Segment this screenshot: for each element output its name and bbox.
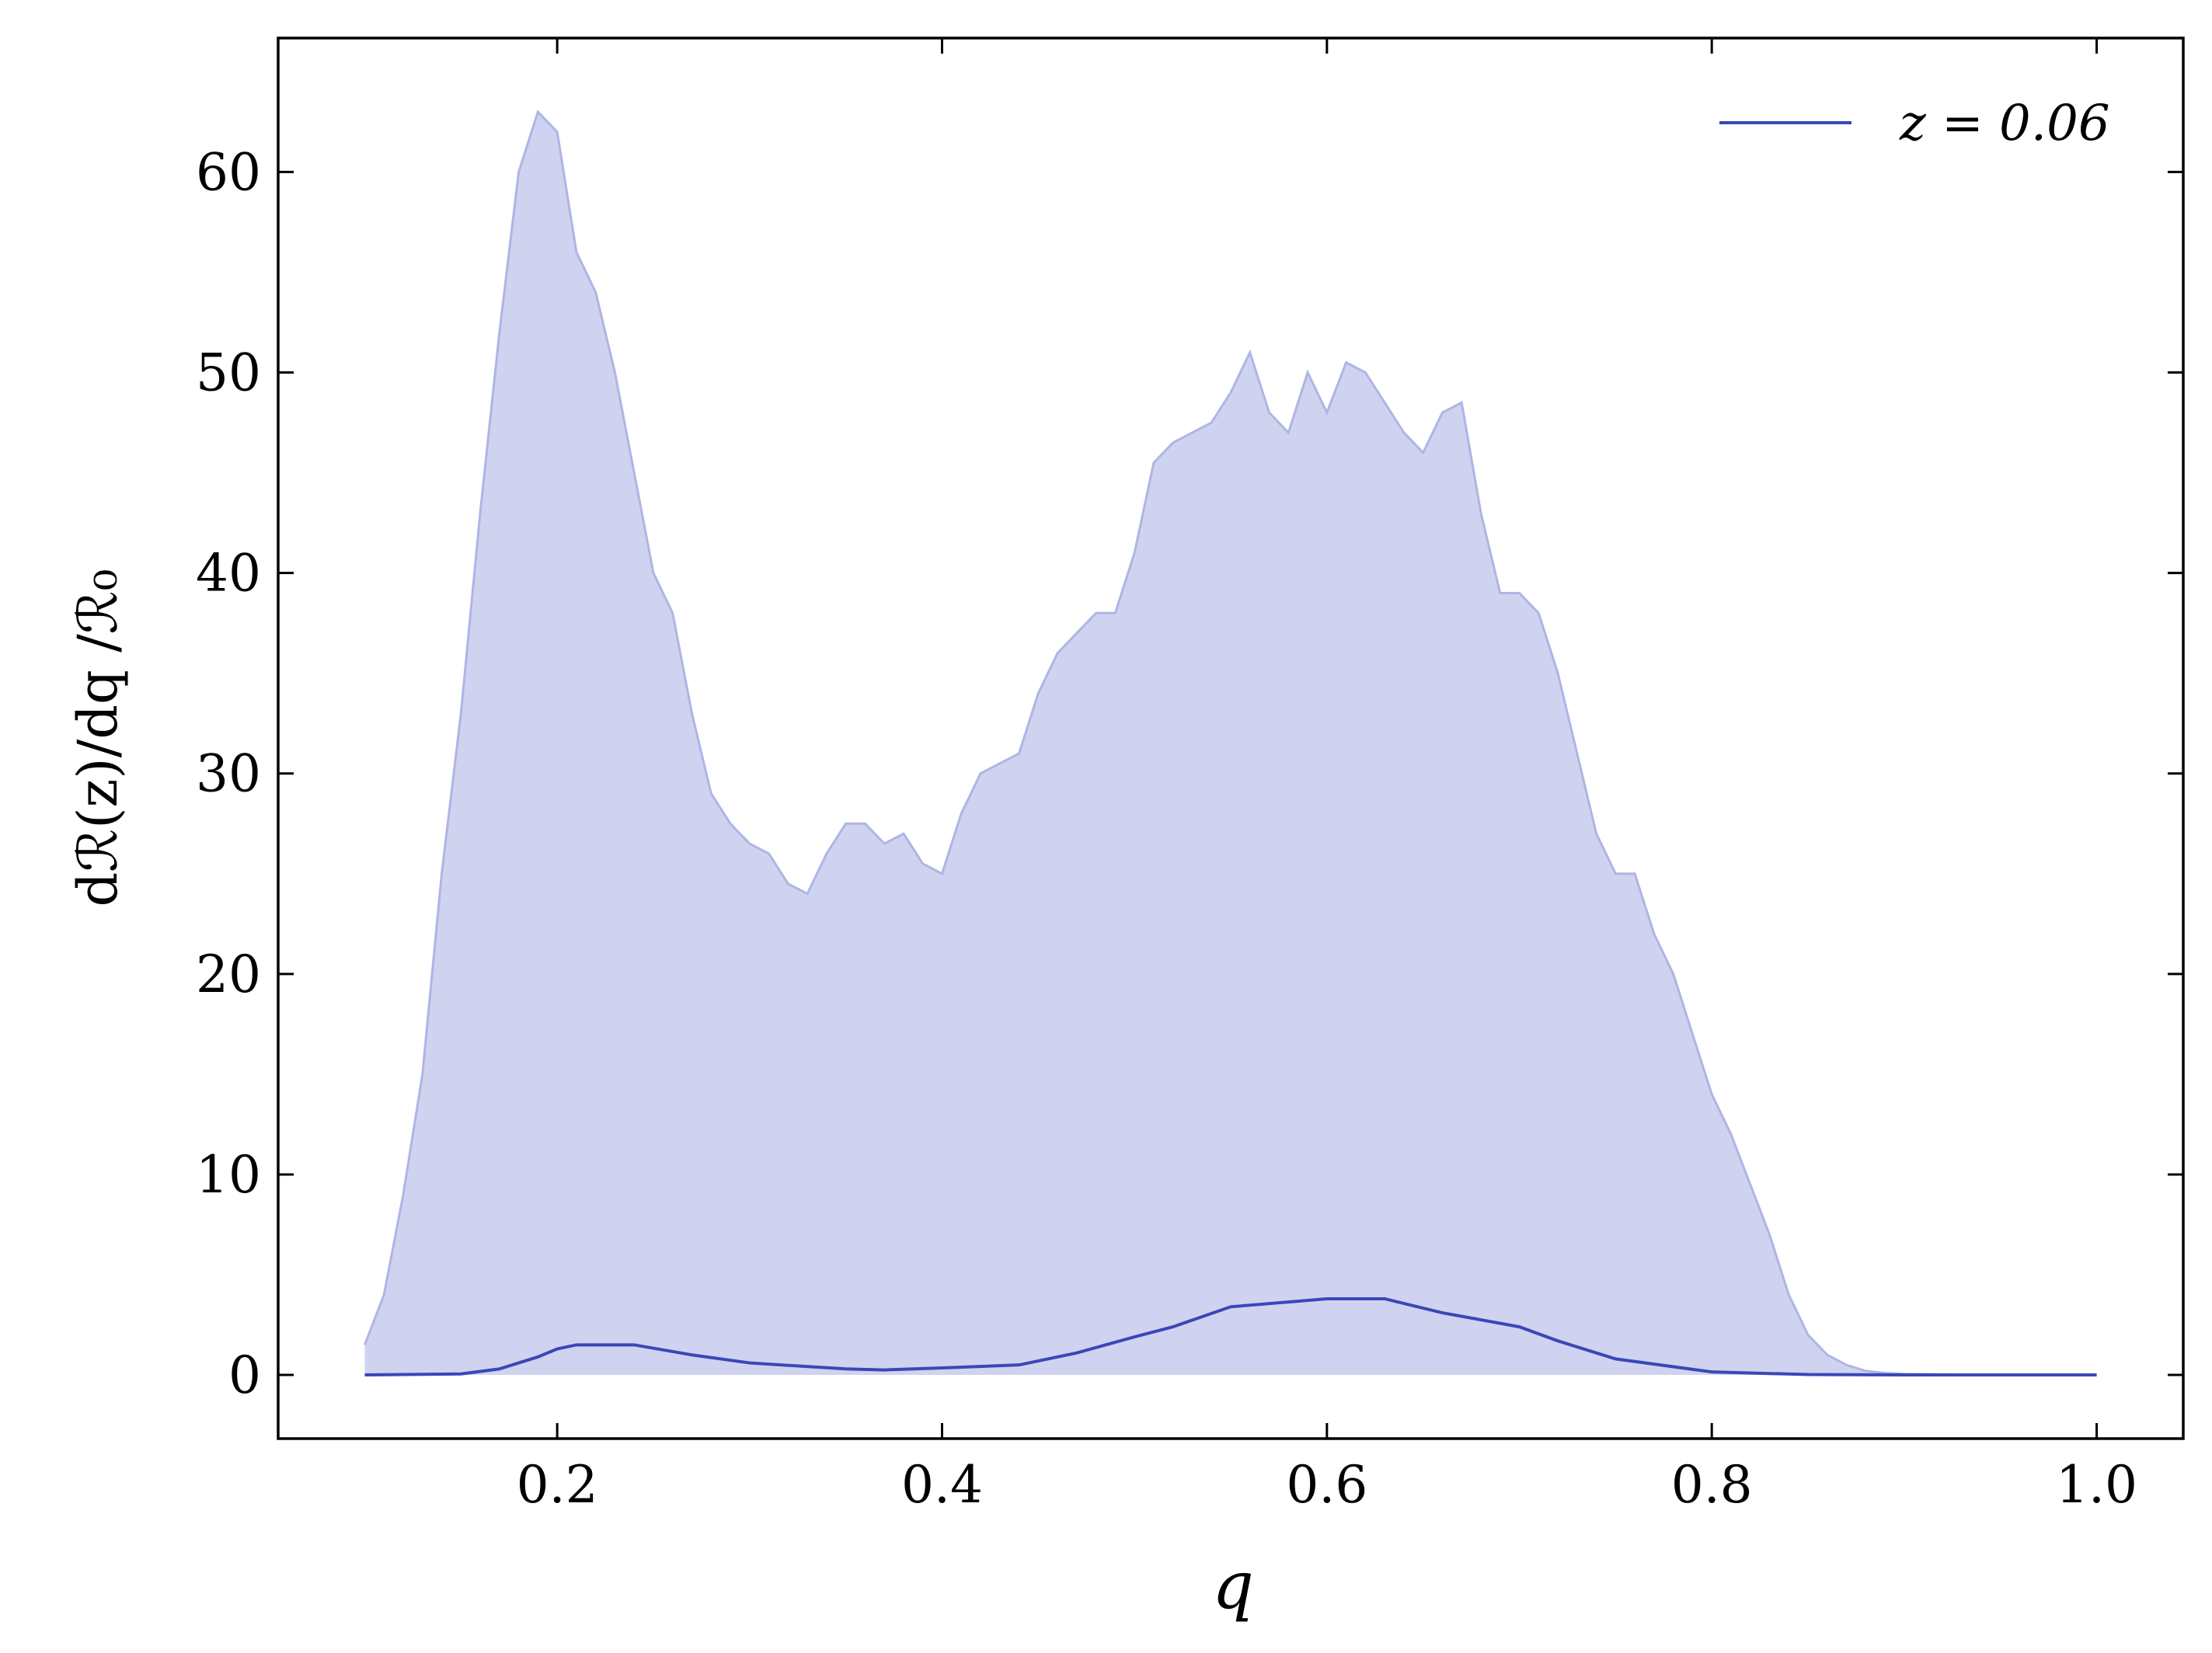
legend-label: z = 0.06 bbox=[1899, 95, 2110, 152]
x-axis-label: q bbox=[1212, 1547, 1254, 1623]
y-tick-label: 20 bbox=[196, 945, 261, 1004]
x-tick-label: 0.6 bbox=[1286, 1455, 1367, 1515]
x-tick-label: 0.4 bbox=[901, 1455, 983, 1515]
y-tick-label: 10 bbox=[196, 1145, 261, 1205]
band-edge bbox=[364, 110, 2097, 1376]
axes-frame bbox=[277, 37, 2185, 1440]
x-tick-label: 0.8 bbox=[1671, 1455, 1753, 1515]
y-tick-label: 0 bbox=[228, 1345, 261, 1405]
y-axis-label: dℛ(z)/dq /ℛ₀ bbox=[66, 569, 130, 907]
y-tick-label: 40 bbox=[196, 544, 261, 604]
band-area bbox=[364, 111, 2097, 1376]
plot-area: 0.2 0.4 0.6 0.8 1.0 0 10 20 30 40 50 60 z = 0.06 bbox=[196, 37, 2185, 1515]
y-tick-label: 30 bbox=[196, 744, 261, 804]
series-line bbox=[364, 1296, 2097, 1377]
x-tick-label: 0.2 bbox=[517, 1455, 598, 1515]
y-tick-label: 60 bbox=[196, 142, 261, 202]
x-tick-label: 1.0 bbox=[2056, 1455, 2137, 1515]
y-tick-label: 50 bbox=[196, 343, 261, 403]
